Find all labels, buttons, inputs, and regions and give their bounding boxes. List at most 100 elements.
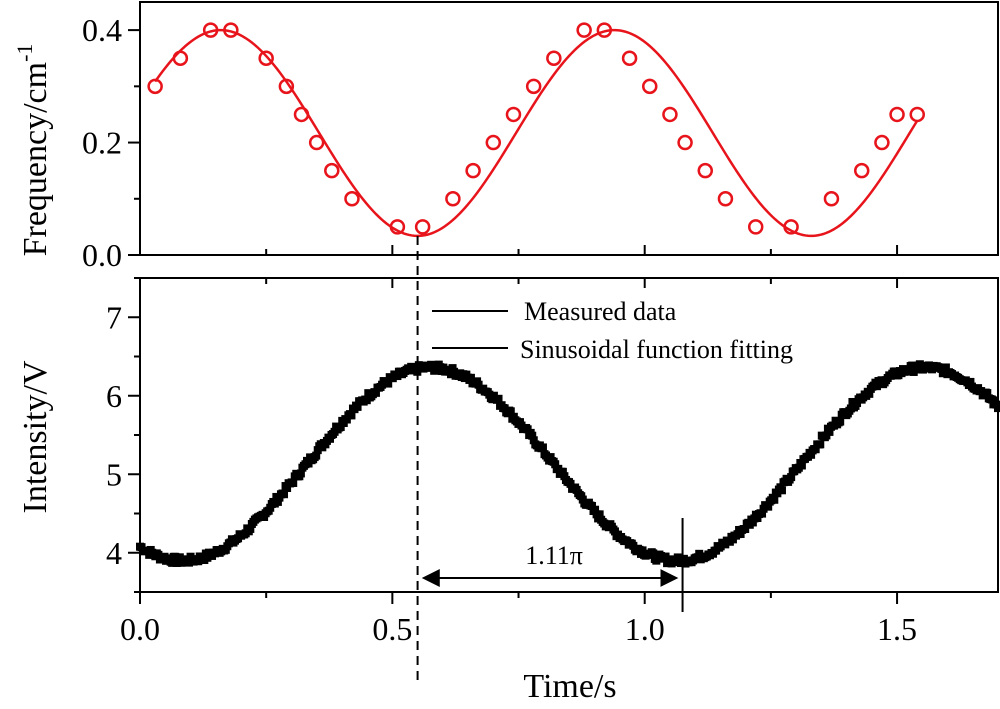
bottom-data-point bbox=[528, 431, 537, 440]
top-plot-frame bbox=[139, 1, 999, 256]
top-data-point bbox=[344, 191, 360, 207]
bottom-data-point bbox=[558, 467, 567, 476]
top-data-point bbox=[278, 78, 295, 95]
top-data-point bbox=[202, 22, 219, 38]
x-tick-label: 0.5 bbox=[372, 611, 412, 647]
bottom-data-point bbox=[529, 436, 538, 445]
bottom-data-point bbox=[777, 486, 786, 495]
bottom-data-point bbox=[566, 479, 575, 488]
top-data-point bbox=[853, 162, 870, 179]
top-y-tick-label: 0.2 bbox=[82, 125, 122, 161]
top-data-point bbox=[414, 219, 431, 235]
bottom-data-point bbox=[825, 427, 834, 436]
top-data-point bbox=[505, 106, 522, 123]
bottom-data-point bbox=[137, 543, 146, 552]
x-tick-label: 1.5 bbox=[877, 611, 917, 647]
top-data-point bbox=[308, 134, 325, 151]
bottom-data-point bbox=[872, 382, 881, 391]
bottom-data-point bbox=[494, 394, 503, 403]
bottom-data-point bbox=[591, 505, 600, 514]
top-data-point bbox=[223, 22, 239, 38]
top-data-point bbox=[389, 219, 406, 235]
bottom-data-point bbox=[748, 518, 757, 527]
bottom-data-point bbox=[764, 502, 773, 511]
bottom-data-point bbox=[538, 443, 547, 452]
top-data-point bbox=[324, 162, 340, 179]
bottom-data-point bbox=[246, 524, 255, 533]
top-data-point bbox=[258, 50, 274, 66]
bottom-data-point bbox=[384, 379, 393, 388]
top-y-tick-label: 0.4 bbox=[82, 12, 122, 48]
bottom-data-point bbox=[966, 377, 975, 386]
legend-label-measured: Measured data bbox=[524, 297, 677, 326]
bottom-data-point bbox=[283, 483, 292, 492]
top-data-point bbox=[596, 22, 613, 38]
bottom-data-point bbox=[807, 450, 816, 459]
bottom-data-point bbox=[353, 402, 362, 411]
bottom-y-tick-label: 7 bbox=[106, 299, 122, 335]
bottom-data-point bbox=[273, 497, 282, 506]
bottom-data-point bbox=[312, 451, 321, 460]
top-data-point bbox=[293, 106, 310, 123]
bottom-y-tick-label: 5 bbox=[106, 456, 122, 492]
bottom-data-point bbox=[280, 490, 289, 499]
top-data-point bbox=[525, 78, 542, 95]
bottom-y-axis-label: Intensity/V bbox=[17, 360, 54, 513]
x-tick-label: 0.0 bbox=[120, 611, 160, 647]
bottom-data-point bbox=[551, 460, 560, 469]
bottom-data-point bbox=[787, 473, 796, 482]
bottom-data-point bbox=[865, 389, 874, 398]
x-axis-label: Time/s bbox=[523, 668, 616, 705]
top-fit-line bbox=[154, 28, 919, 238]
top-data-point bbox=[546, 50, 562, 66]
bottom-data-point bbox=[736, 529, 745, 538]
bottom-axis-ticks: 4 5 6 7 0.0 0.5 1.0 1.5 bbox=[106, 277, 917, 647]
bottom-data-point bbox=[638, 546, 647, 555]
bottom-data-point bbox=[652, 556, 661, 565]
top-data-point bbox=[889, 106, 905, 123]
bottom-data-point bbox=[836, 417, 845, 426]
top-data-point bbox=[662, 106, 678, 123]
bottom-data-point bbox=[994, 404, 1000, 413]
top-data-point bbox=[697, 162, 714, 179]
top-data-point bbox=[909, 106, 925, 123]
bottom-data-point bbox=[371, 388, 380, 397]
bottom-data-point bbox=[595, 510, 604, 519]
bottom-data-point bbox=[938, 369, 947, 378]
bottom-data-point bbox=[990, 396, 999, 405]
bottom-data-point bbox=[500, 404, 509, 413]
bottom-data-point bbox=[661, 552, 670, 561]
top-data-point bbox=[717, 191, 734, 207]
top-data-point bbox=[172, 50, 189, 66]
bottom-data-point bbox=[649, 549, 658, 558]
top-data-point bbox=[576, 22, 592, 38]
legend-label-fit: Sinusoidal function fitting bbox=[520, 335, 793, 364]
top-data-point bbox=[874, 134, 890, 151]
top-y-tick-label: 0.0 bbox=[82, 237, 122, 273]
top-data-points bbox=[147, 22, 925, 235]
bottom-data-point bbox=[811, 445, 820, 454]
bottom-data-point bbox=[474, 380, 483, 389]
top-data-point bbox=[677, 134, 693, 151]
bottom-data-point bbox=[770, 495, 779, 504]
bottom-data-point bbox=[816, 440, 825, 449]
bottom-data-point bbox=[347, 411, 356, 420]
bottom-panel: 4 5 6 7 0.0 0.5 1.0 1.5 Intensity/V Time/s Meas… bbox=[17, 277, 1000, 705]
top-data-point bbox=[445, 191, 461, 207]
top-fit-curve bbox=[154, 28, 919, 238]
bottom-data-point bbox=[758, 509, 767, 518]
top-data-point bbox=[465, 162, 481, 179]
bottom-data-point bbox=[342, 415, 351, 424]
top-data-point bbox=[642, 78, 658, 95]
bottom-data-point bbox=[466, 373, 475, 382]
legend: Measured data Sinusoidal function fittin… bbox=[432, 297, 793, 364]
bottom-data-point bbox=[797, 461, 806, 470]
top-y-ticks: 0.0 0.2 0.4 bbox=[82, 12, 899, 273]
bottom-data-point bbox=[393, 372, 402, 381]
bottom-data-point bbox=[289, 478, 298, 487]
bottom-data-point bbox=[171, 552, 180, 561]
top-data-point bbox=[747, 219, 764, 235]
bottom-data-point bbox=[296, 469, 305, 478]
bottom-measured-data bbox=[136, 360, 1000, 568]
